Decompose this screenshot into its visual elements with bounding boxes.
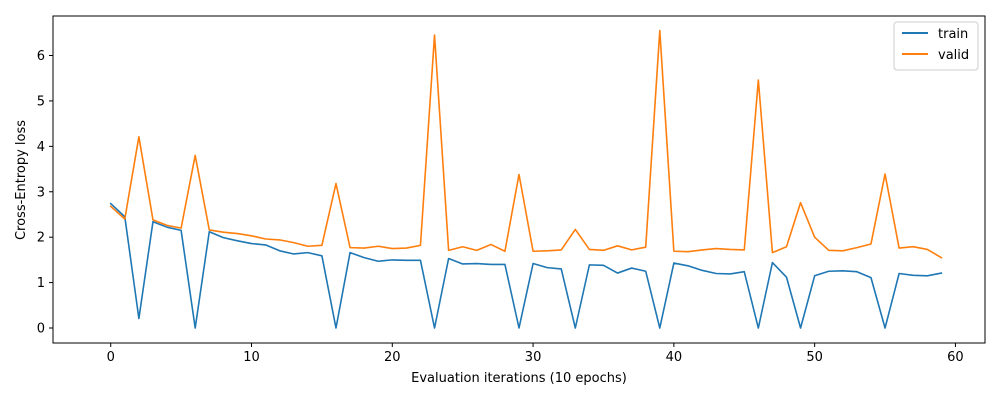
x-tick-label: 30 [525,350,542,365]
y-tick-label: 4 [37,140,45,155]
x-tick-label: 60 [947,350,964,365]
y-tick-label: 1 [37,276,45,291]
y-tick-label: 2 [37,231,45,246]
y-tick-label: 6 [37,49,45,64]
plot-lines [109,29,943,329]
series-line-train [109,202,943,329]
legend-valid-label: valid [938,48,969,63]
x-axis-ticks: 0 10 20 30 40 50 60 [107,343,964,365]
y-tick-label: 0 [37,322,45,337]
y-tick-label: 5 [37,94,45,109]
x-tick-label: 40 [666,350,683,365]
series-line-valid [109,29,943,259]
x-tick-label: 10 [243,350,260,365]
y-tick-label: 3 [37,185,45,200]
x-tick-label: 0 [107,350,115,365]
y-axis-label: Cross-Entropy loss [14,120,29,240]
legend: train valid [893,21,979,71]
x-tick-label: 50 [806,350,823,365]
legend-train-label: train [938,27,968,42]
x-tick-label: 20 [384,350,401,365]
plot-frame [52,15,986,344]
y-axis-ticks: 0 1 2 3 4 5 6 [37,49,53,337]
x-axis-label: Evaluation iterations (10 epochs) [411,371,627,386]
